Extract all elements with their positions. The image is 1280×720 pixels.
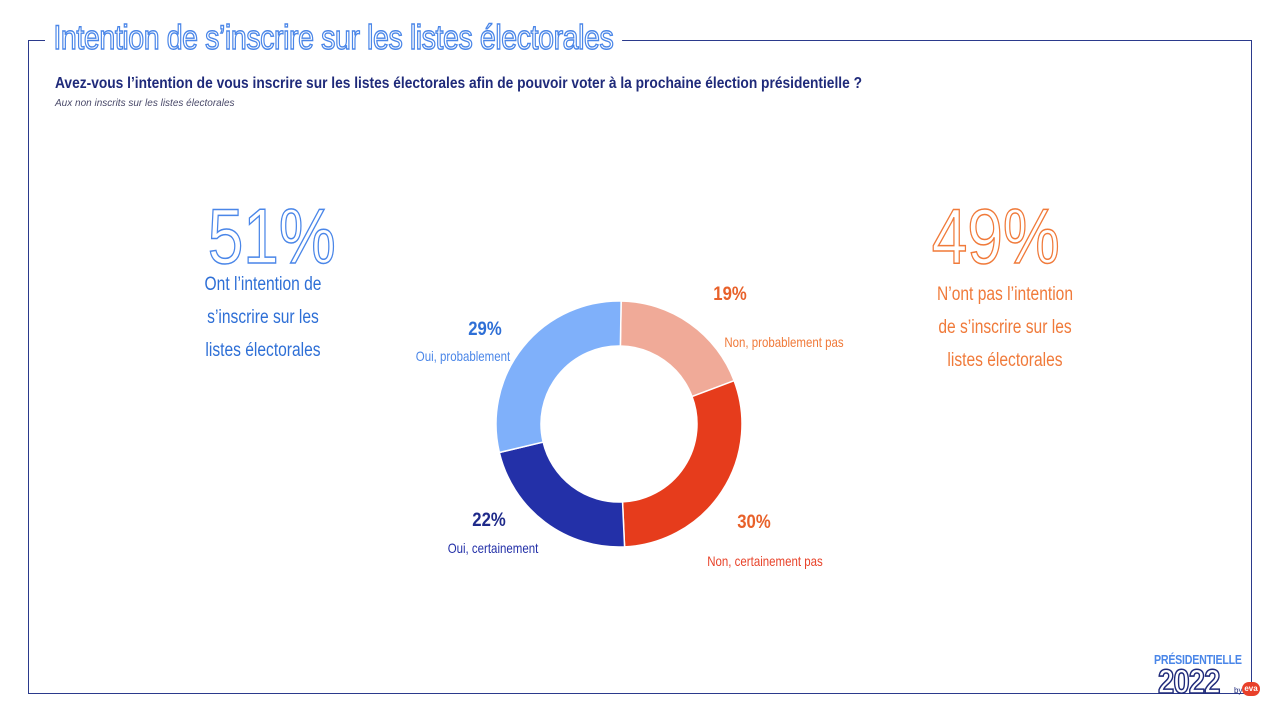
slice-value-label-4: 29%: [468, 318, 502, 339]
slice-category-label-1: Non, probablement pas: [724, 334, 843, 350]
donut-slice-4: [495, 300, 622, 454]
summary-right-line-2: de s’inscrire sur les: [938, 317, 1072, 338]
logo-eva-badge: eva: [1242, 682, 1260, 696]
summary-left-line-3: listes électorales: [205, 340, 321, 361]
slice-category-label-4: Oui, probablement: [416, 348, 511, 364]
page-title: Intention de s’inscrire sur les listes é…: [45, 14, 622, 62]
survey-base-note: Aux non inscrits sur les listes électora…: [55, 98, 235, 109]
chart-frame: [28, 40, 1252, 694]
summary-left-text: Ont l’intention de s’inscrire sur les li…: [193, 268, 332, 367]
donut-slice-2: [621, 379, 743, 548]
slice-value-label-3: 22%: [472, 509, 506, 530]
slice-category-label-2: Non, certainement pas: [707, 553, 822, 569]
logo-top-text: PRÉSIDENTIELLE: [1154, 652, 1242, 667]
summary-right-text: N’ont pas l’intention de s’inscrire sur …: [923, 278, 1087, 377]
logo-by: by: [1234, 686, 1243, 695]
donut-slice-3: [498, 441, 626, 548]
slice-value-label-1: 19%: [713, 283, 747, 304]
summary-right-line-3: listes électorales: [947, 350, 1063, 371]
presidentielle-2022-logo: PRÉSIDENTIELLE 2022 by eva: [1150, 650, 1260, 702]
summary-left-line-2: s’inscrire sur les: [207, 307, 319, 328]
survey-question: Avez-vous l’intention de vous inscrire s…: [55, 75, 862, 92]
slice-value-label-2: 30%: [737, 511, 771, 532]
donut-slice-1: [619, 300, 736, 398]
slice-category-label-3: Oui, certainement: [448, 540, 539, 556]
logo-year: 2022: [1157, 662, 1221, 702]
summary-right-line-1: N’ont pas l’intention: [937, 284, 1073, 305]
summary-left-line-1: Ont l’intention de: [204, 274, 322, 295]
